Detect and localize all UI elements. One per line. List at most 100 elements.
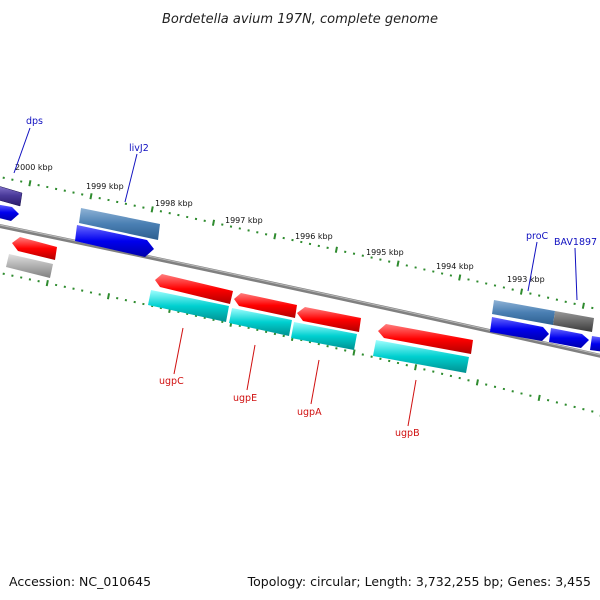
accession-text: Accession: NC_010645 <box>9 574 152 589</box>
scale-label-1993: 1993 kbp <box>507 275 545 284</box>
tick-outer-minor <box>142 206 145 209</box>
gene-label-ugpe[interactable]: ugpE <box>233 393 257 404</box>
tick-outer-minor <box>238 227 241 230</box>
feature-livj2-cds[interactable] <box>75 225 154 257</box>
tick-inner-minor <box>54 283 58 287</box>
tick-outer-major <box>89 193 93 200</box>
feature-red-left-cds[interactable] <box>12 237 57 260</box>
tick-outer-minor <box>2 176 5 179</box>
feature-ugpa-cds[interactable] <box>297 307 361 332</box>
feature-dps-cds[interactable] <box>0 204 19 221</box>
feature-ugpe-cds[interactable] <box>234 293 297 318</box>
feature-bav1897-gene[interactable] <box>553 311 594 332</box>
tick-outer-minor <box>46 185 49 189</box>
feature-ugpc-gene[interactable] <box>148 290 229 322</box>
feature-ugpb-cds[interactable] <box>378 324 473 354</box>
feature-dps-gene[interactable] <box>0 185 23 207</box>
tick-inner-minor <box>388 359 391 363</box>
tick-outer-minor <box>300 240 303 244</box>
tick-outer-minor <box>326 246 329 249</box>
tick-inner-minor <box>264 330 268 333</box>
tick-inner-minor <box>458 376 461 380</box>
tick-inner-minor <box>361 353 364 356</box>
tick-outer-minor <box>467 278 470 281</box>
tick-ring-outer <box>2 176 600 312</box>
tick-inner-major <box>414 364 418 371</box>
gene-label-ugpb[interactable]: ugpB <box>395 428 420 439</box>
feature-livj2-gene[interactable] <box>79 208 160 240</box>
tick-inner-minor <box>423 368 426 371</box>
tick-inner-minor <box>546 399 550 402</box>
tick-outer-minor <box>555 298 559 301</box>
tick-outer-major <box>519 288 524 295</box>
feature-proc-gene[interactable] <box>492 300 555 325</box>
gene-label-dps[interactable]: dps <box>26 116 43 127</box>
leader-dps <box>13 127 31 174</box>
tick-inner-minor <box>63 285 66 288</box>
tick-inner-minor <box>467 379 470 382</box>
leader-livj2 <box>124 153 138 203</box>
tick-inner-minor <box>344 349 347 352</box>
tick-outer-minor <box>370 256 373 259</box>
tick-outer-minor <box>159 210 163 213</box>
tick-inner-minor <box>564 403 567 406</box>
tick-outer-minor <box>264 233 268 236</box>
gene-label-proc[interactable]: proC <box>526 231 549 242</box>
leader-ugpe <box>246 344 256 391</box>
scale-label-1996: 1996 kbp <box>295 232 333 241</box>
tick-outer-minor <box>72 191 75 194</box>
feature-ugpc-cds[interactable] <box>155 274 233 304</box>
gene-label-ugpa[interactable]: ugpA <box>297 407 322 418</box>
tick-outer-minor <box>124 202 128 205</box>
tick-inner-minor <box>335 347 338 350</box>
gene-labels: dps livJ2 proC BAV1897 ugpC ugpE ugpA ug… <box>26 116 597 439</box>
tick-outer-minor <box>476 280 479 283</box>
tick-outer-minor <box>81 193 84 196</box>
feature-ugpe-gene[interactable] <box>229 308 292 336</box>
tick-outer-minor <box>529 292 532 295</box>
feature-next-cds[interactable] <box>590 336 600 352</box>
tick-outer-minor <box>247 229 250 232</box>
tick-inner-minor <box>20 276 23 279</box>
tick-outer-minor <box>352 252 356 255</box>
tick-inner-minor <box>573 405 576 409</box>
tick-inner-minor <box>449 374 453 378</box>
tick-inner-minor <box>582 408 585 411</box>
tick-outer-minor <box>282 236 285 240</box>
tick-outer-minor <box>11 178 14 181</box>
tick-outer-minor <box>564 300 567 303</box>
feature-bav1897-cds[interactable] <box>549 328 589 348</box>
tick-outer-minor <box>573 302 576 305</box>
tick-outer-minor <box>177 213 180 217</box>
tick-inner-major <box>106 293 111 300</box>
feature-ugpa-gene[interactable] <box>291 322 357 350</box>
tick-inner-minor <box>555 401 559 404</box>
tick-inner-minor <box>370 355 373 358</box>
gene-label-ugpc[interactable]: ugpC <box>159 376 184 387</box>
gene-label-livj2[interactable]: livJ2 <box>129 143 149 154</box>
reverse-features <box>6 237 473 373</box>
tick-inner-minor <box>89 291 93 294</box>
tick-outer-minor <box>168 212 171 215</box>
tick-outer-major <box>458 274 462 281</box>
tick-outer-minor <box>405 264 408 267</box>
scale-label-1997: 1997 kbp <box>225 216 263 225</box>
topology-text: Topology: circular; Length: 3,732,255 bp… <box>247 574 591 589</box>
feature-proc-cds[interactable] <box>490 317 549 341</box>
tick-outer-minor <box>317 244 320 248</box>
tick-outer-minor <box>432 270 435 273</box>
gene-label-bav1897[interactable]: BAV1897 <box>554 237 597 248</box>
tick-outer-minor <box>54 187 58 191</box>
leader-bav1897 <box>574 247 578 301</box>
tick-outer-minor <box>256 231 259 234</box>
tick-inner-minor <box>520 392 523 395</box>
tick-inner-minor <box>116 297 119 300</box>
tick-inner-minor <box>379 357 382 360</box>
tick-inner-minor <box>591 410 594 413</box>
feature-ugpb-gene[interactable] <box>373 340 469 373</box>
tick-inner-minor <box>432 370 435 373</box>
tick-inner-minor <box>326 345 329 348</box>
tick-inner-minor <box>405 364 408 367</box>
feature-gray-left[interactable] <box>6 254 53 278</box>
